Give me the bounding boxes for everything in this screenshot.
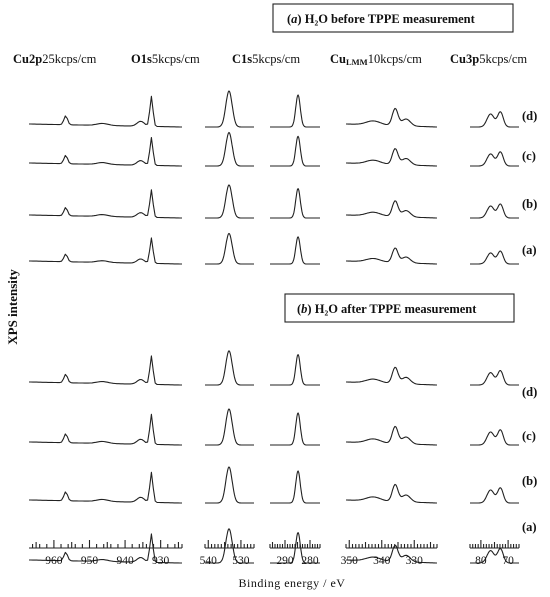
spectrum-b-d-cu3p xyxy=(470,369,519,386)
spectrum-a-c-c1s xyxy=(270,135,320,167)
spectrum-b-b-culmm xyxy=(346,483,437,504)
panel-a-title-box: (a) H₂O before TPPE measurement xyxy=(272,3,514,33)
spectrum-a-d-o1s xyxy=(205,90,254,128)
sample-label-b-a: (a) xyxy=(522,520,537,534)
spectrum-b-c-culmm xyxy=(346,425,437,446)
tick-label-cu3p-80: 80 xyxy=(475,555,487,567)
spectrum-b-c-c1s xyxy=(270,412,320,446)
region-label-culmm: CuLMM10kcps/cm xyxy=(330,52,422,67)
spectrum-b-a-o1s xyxy=(205,528,254,564)
spectrum-b-c-cu2p xyxy=(29,413,182,446)
sample-labels: (d) (c) (b) (a) (d) (c) (b) (a) xyxy=(522,109,537,534)
spectrum-a-b-c1s xyxy=(270,188,320,219)
tick-label-cu2p-930: 930 xyxy=(152,555,170,567)
spectrum-b-a-c1s xyxy=(270,532,320,564)
spectrum-b-b-cu3p xyxy=(470,487,519,504)
spectrum-a-b-cu2p xyxy=(29,189,182,219)
spectrum-b-a-cu2p xyxy=(29,533,182,564)
spectrum-b-b-c1s xyxy=(270,470,320,504)
spectra xyxy=(29,90,519,564)
tick-label-culmm-350: 350 xyxy=(341,555,359,567)
sample-label-a-c: (c) xyxy=(522,149,536,163)
sample-label-a-a: (a) xyxy=(522,243,537,257)
energy-axis: 960 950 940 930 540 530 290 280 350 340 330 80 70 xyxy=(29,540,520,567)
tick-label-cu3p-70: 70 xyxy=(502,555,514,567)
spectrum-a-d-cu2p xyxy=(29,95,182,128)
sample-label-b-b: (b) xyxy=(522,474,537,488)
tick-label-cu2p-940: 940 xyxy=(116,555,134,567)
panel-b-title-box: (b) H₂O after TPPE measurement xyxy=(284,293,515,323)
svg-text:(a) H₂O before TPPE measuremen: (a) H₂O before TPPE measurement xyxy=(287,12,476,26)
spectrum-b-b-cu2p xyxy=(29,471,182,504)
tick-label-culmm-330: 330 xyxy=(406,555,424,567)
sample-label-b-c: (c) xyxy=(522,429,536,443)
y-axis-label: XPS intensity xyxy=(5,269,20,345)
spectrum-b-a-culmm xyxy=(346,544,437,564)
spectrum-a-a-cu2p xyxy=(29,237,182,265)
tick-label-c1s-280: 280 xyxy=(301,555,319,567)
spectrum-a-b-o1s xyxy=(205,184,254,219)
svg-text:(b) H₂O after TPPE measurement: (b) H₂O after TPPE measurement xyxy=(297,302,477,316)
spectrum-b-c-o1s xyxy=(205,408,254,446)
tick-label-o1s-530: 530 xyxy=(232,555,250,567)
sample-label-a-d: (d) xyxy=(522,109,537,123)
panel-b-title: H₂O after TPPE measurement xyxy=(312,302,478,316)
spectrum-a-a-cu3p xyxy=(470,250,519,265)
spectrum-b-b-o1s xyxy=(205,466,254,504)
spectrum-b-d-o1s xyxy=(205,350,254,386)
spectrum-a-b-cu3p xyxy=(470,203,519,219)
sample-label-a-b: (b) xyxy=(522,197,537,211)
spectrum-b-a-cu3p xyxy=(470,547,519,564)
spectrum-b-d-culmm xyxy=(346,366,437,386)
spectrum-a-c-cu3p xyxy=(470,151,519,167)
region-label-cu2p: Cu2p25kcps/cm xyxy=(13,52,97,66)
region-label-c1s: C1s5kcps/cm xyxy=(232,52,300,66)
tick-label-cu2p-950: 950 xyxy=(81,555,99,567)
spectrum-a-b-culmm xyxy=(346,200,437,219)
panel-a-title: H₂O before TPPE measurement xyxy=(302,12,476,26)
spectrum-b-d-cu2p xyxy=(29,355,182,386)
spectrum-a-d-c1s xyxy=(270,94,320,128)
spectrum-a-c-culmm xyxy=(346,148,437,167)
spectrum-a-a-c1s xyxy=(270,236,320,265)
panel-b-letter: b xyxy=(301,302,307,316)
tick-label-culmm-340: 340 xyxy=(373,555,391,567)
region-label-o1s: O1s5kcps/cm xyxy=(131,52,200,66)
spectrum-b-c-cu3p xyxy=(470,429,519,446)
spectrum-a-d-culmm xyxy=(346,107,437,128)
spectrum-a-c-cu2p xyxy=(29,136,182,167)
region-label-cu3p: Cu3p5kcps/cm xyxy=(450,52,527,66)
tick-label-cu2p-960: 960 xyxy=(45,555,63,567)
sample-label-b-d: (d) xyxy=(522,385,537,399)
spectrum-a-c-o1s xyxy=(205,131,254,167)
spectrum-a-a-o1s xyxy=(205,232,254,265)
spectrum-a-d-cu3p xyxy=(470,111,519,128)
panel-a-letter: a xyxy=(291,12,297,26)
spectrum-b-d-c1s xyxy=(270,354,320,386)
spectrum-a-a-culmm xyxy=(346,247,437,265)
tick-label-o1s-540: 540 xyxy=(200,555,218,567)
tick-label-c1s-290: 290 xyxy=(276,555,294,567)
x-axis-label: Binding energy / eV xyxy=(239,576,346,590)
region-headers: Cu2p25kcps/cm O1s5kcps/cm C1s5kcps/cm Cu… xyxy=(13,52,527,67)
